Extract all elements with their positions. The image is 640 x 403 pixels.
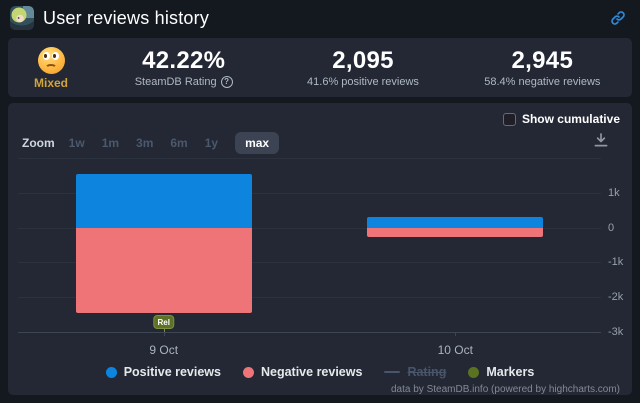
x-tick-label: 10 Oct xyxy=(437,343,473,357)
help-icon[interactable]: ? xyxy=(220,75,233,88)
rating-score: 42.22% xyxy=(142,46,226,74)
range-6m[interactable]: 6m xyxy=(170,136,188,150)
range-3m[interactable]: 3m xyxy=(136,136,154,150)
y-axis-labels: 1k 0 -1k -2k -3k xyxy=(608,158,634,338)
review-stats-card: Mixed 42.22% SteamDB Rating ? 2,095 41.6… xyxy=(8,38,632,97)
y-tick-label: -1k xyxy=(608,256,624,269)
zoom-label: Zoom xyxy=(22,136,55,150)
legend-positive-reviews[interactable]: Positive reviews xyxy=(105,365,221,379)
x-axis-labels: 9 Oct 10 Oct xyxy=(18,343,601,357)
download-icon[interactable] xyxy=(592,131,610,149)
steamdb-rating-stat: 42.22% SteamDB Rating ? xyxy=(94,46,273,88)
legend-negative-reviews[interactable]: Negative reviews xyxy=(242,365,362,379)
x-tick-label: 9 Oct xyxy=(149,343,179,357)
range-1w[interactable]: 1w xyxy=(68,136,85,150)
zoom-range-selector: Zoom 1w 1m 3m 6m 1y max xyxy=(22,132,280,154)
rating-line-icon xyxy=(384,371,401,373)
gridline xyxy=(18,332,601,333)
positive-dot-icon xyxy=(105,366,117,378)
show-cumulative-checkbox[interactable] xyxy=(502,112,516,126)
bar-negative[interactable] xyxy=(75,227,252,313)
chart-credits[interactable]: data by SteamDB.info (powered by highcha… xyxy=(391,384,620,395)
marker-stem xyxy=(163,327,165,332)
negative-count: 2,945 xyxy=(511,46,574,74)
y-tick-label: 0 xyxy=(608,221,615,234)
game-capsule-icon[interactable] xyxy=(10,6,34,30)
reviews-chart-card: Show cumulative Zoom 1w 1m 3m 6m 1y max … xyxy=(8,103,632,395)
show-cumulative-toggle[interactable]: Show cumulative xyxy=(502,112,620,126)
rating-score-label: SteamDB Rating xyxy=(134,75,217,88)
positive-sub: 41.6% positive reviews xyxy=(307,75,419,88)
rating-word: Mixed xyxy=(33,76,68,90)
range-max[interactable]: max xyxy=(235,132,280,154)
show-cumulative-label: Show cumulative xyxy=(521,112,620,126)
gridline xyxy=(18,297,601,299)
gridline xyxy=(18,158,601,159)
y-tick-label: -3k xyxy=(608,326,624,338)
release-marker[interactable]: Rel xyxy=(153,315,175,329)
y-tick-label: 1k xyxy=(608,186,620,199)
plot-area[interactable]: Rel xyxy=(18,158,601,336)
x-tick xyxy=(163,332,165,336)
gridline xyxy=(18,192,601,194)
page-title: User reviews history xyxy=(43,7,210,28)
positive-reviews-stat: 2,095 41.6% positive reviews xyxy=(273,46,452,88)
markers-dot-icon xyxy=(468,366,480,378)
rating-block: Mixed xyxy=(8,45,94,90)
bar-negative[interactable] xyxy=(367,227,544,237)
bar-positive[interactable] xyxy=(75,173,252,228)
y-tick-label: -2k xyxy=(608,291,624,304)
x-tick xyxy=(455,332,457,336)
gridline xyxy=(18,227,601,229)
range-1y[interactable]: 1y xyxy=(204,136,219,150)
mixed-emoji-icon xyxy=(37,47,65,74)
negative-sub: 58.4% negative reviews xyxy=(484,75,601,88)
chart-legend: Positive reviews Negative reviews Rating… xyxy=(8,365,632,379)
range-1m[interactable]: 1m xyxy=(101,136,120,150)
link-icon[interactable] xyxy=(610,10,626,26)
page-header: User reviews history xyxy=(0,0,640,36)
gridline xyxy=(18,262,601,264)
positive-count: 2,095 xyxy=(332,46,394,74)
legend-rating[interactable]: Rating xyxy=(384,365,446,379)
legend-markers[interactable]: Markers xyxy=(468,365,534,379)
negative-dot-icon xyxy=(242,366,254,378)
bar-positive[interactable] xyxy=(367,216,544,228)
negative-reviews-stat: 2,945 58.4% negative reviews xyxy=(453,46,632,88)
